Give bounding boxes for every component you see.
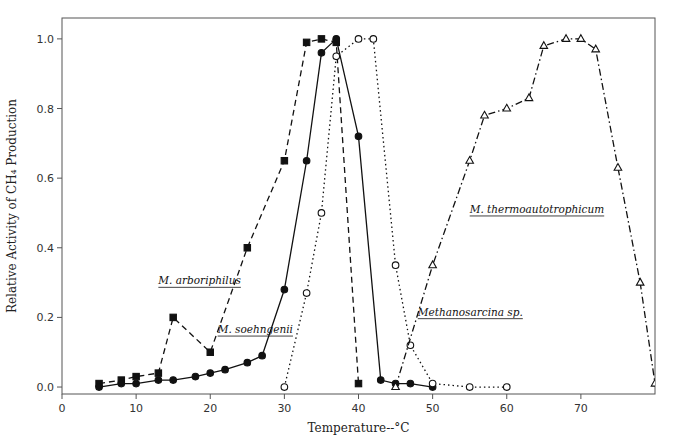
data-point (503, 104, 511, 111)
data-point (303, 290, 310, 297)
data-point (96, 384, 103, 391)
series-line (99, 39, 358, 384)
chart: 0 10 20 30 40 50 60 70 0.0 0.2 0.4 0.6 0.8 1.0 Tempera… (0, 0, 673, 442)
x-tick (210, 394, 211, 399)
annotation: M. thermoautotrophicum (469, 203, 605, 215)
data-point (355, 133, 362, 140)
y-tick (57, 317, 62, 318)
data-point (170, 377, 177, 384)
data-point (133, 380, 140, 387)
annotation: M. arboriphilus (157, 274, 241, 286)
data-point (407, 380, 414, 387)
data-point (170, 314, 176, 320)
data-point (370, 36, 377, 43)
data-point (318, 210, 325, 217)
data-point (207, 349, 213, 355)
y-tick-label: 0.6 (37, 172, 55, 185)
data-point (155, 370, 161, 376)
data-point (318, 36, 324, 42)
data-point (244, 245, 250, 251)
x-tick-label: 50 (426, 402, 440, 415)
x-tick (284, 394, 285, 399)
y-tick-label: 0.4 (37, 242, 55, 255)
data-point (303, 157, 310, 164)
x-tick-label: 0 (59, 402, 66, 415)
data-point (118, 380, 125, 387)
data-point (592, 45, 600, 52)
data-point (155, 377, 162, 384)
y-tick-label: 0.0 (37, 381, 55, 394)
data-point (244, 359, 251, 366)
data-point (207, 370, 214, 377)
x-tick-label: 70 (574, 402, 588, 415)
data-point (333, 36, 340, 43)
data-point (429, 261, 437, 268)
data-point (355, 380, 361, 386)
data-point (259, 352, 266, 359)
data-point (503, 384, 510, 391)
x-tick-label: 60 (500, 402, 514, 415)
y-axis-label: Relative Activity of CH₄ Production (5, 99, 19, 313)
data-point (281, 384, 288, 391)
annotation-underline (218, 336, 293, 337)
y-tick (57, 108, 62, 109)
annotation-underline (158, 287, 240, 288)
data-point (392, 383, 400, 390)
y-tick-label: 0.8 (37, 103, 55, 116)
y-tick (57, 387, 62, 388)
x-tick (506, 394, 507, 399)
data-point (318, 50, 325, 57)
x-tick (136, 394, 137, 399)
x-tick (358, 394, 359, 399)
y-tick (57, 247, 62, 248)
annotation-underline (470, 215, 605, 216)
data-point (429, 380, 436, 387)
data-point (192, 373, 199, 380)
annotation-underline (418, 318, 523, 319)
data-point (466, 384, 473, 391)
data-point (614, 164, 622, 171)
data-point (333, 53, 340, 60)
data-point (540, 42, 548, 49)
data-point (355, 36, 362, 43)
data-point (133, 373, 139, 379)
x-tick (580, 394, 581, 399)
x-tick (62, 394, 63, 399)
plot-area (62, 18, 655, 394)
data-point (281, 158, 287, 164)
data-point (481, 111, 489, 118)
x-tick-label: 30 (277, 402, 291, 415)
x-tick-label: 40 (352, 402, 366, 415)
x-tick (432, 394, 433, 399)
data-point (281, 286, 288, 293)
y-tick-label: 1.0 (37, 33, 55, 46)
data-point (466, 157, 474, 164)
x-tick-label: 20 (203, 402, 217, 415)
data-point (377, 377, 384, 384)
data-point (651, 379, 655, 386)
y-tick-label: 0.2 (37, 311, 55, 324)
series-line (99, 39, 433, 387)
data-point (392, 262, 399, 269)
data-point (525, 94, 533, 101)
series-line (396, 39, 655, 387)
x-axis-label: Temperature--°C (308, 421, 410, 435)
data-point (577, 35, 585, 42)
annotation: M. soehngenii (217, 323, 293, 335)
annotation: Methanosarcina sp. (417, 306, 523, 318)
x-tick-label: 10 (129, 402, 143, 415)
y-tick (57, 178, 62, 179)
y-tick (57, 38, 62, 39)
data-point (222, 366, 229, 373)
data-point (636, 278, 644, 285)
series-group (96, 35, 655, 391)
plot-frame (62, 18, 655, 394)
data-point (303, 39, 309, 45)
data-point (562, 35, 570, 42)
